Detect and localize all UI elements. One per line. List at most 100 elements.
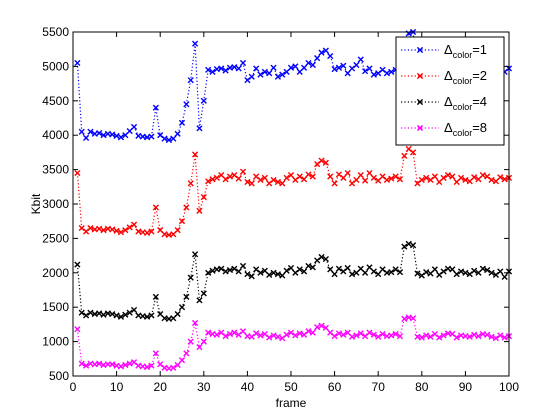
data-point [109,361,116,368]
data-point [187,274,194,281]
data-point [396,269,404,276]
data-point [471,174,478,181]
data-point [191,251,199,258]
y-tick-label: 2000 [42,266,69,280]
data-point [209,267,216,274]
data-point [340,331,347,338]
data-point [309,329,316,336]
data-point [122,361,129,369]
data-point [187,77,194,84]
data-point [497,332,504,339]
data-point [96,225,103,232]
data-point [287,172,295,179]
data-point [148,228,155,235]
data-point [209,176,216,183]
data-point [331,333,338,340]
data-point [226,266,234,274]
data-point [348,333,356,340]
data-point [501,273,508,281]
data-point [226,173,234,180]
data-point [213,174,220,181]
data-point [191,319,199,327]
data-point [309,173,316,180]
data-point [488,269,495,276]
data-point [309,264,316,271]
data-point [335,330,343,337]
data-point [331,66,338,73]
data-point [484,331,491,338]
data-point [266,334,273,341]
y-axis-label: Kbit [29,193,43,214]
series-4 [74,314,513,372]
data-point [444,172,452,179]
data-point [383,70,391,77]
data-point [318,253,325,261]
data-point [431,173,438,180]
data-point [183,101,190,108]
data-point [396,333,404,340]
data-point [292,63,299,70]
data-point [152,104,159,111]
legend-marker [416,98,424,106]
data-point [205,329,212,336]
data-point [235,65,242,72]
data-point [287,64,295,71]
data-point [314,55,321,62]
data-point [370,174,377,181]
data-point [414,270,421,277]
data-point [409,149,417,156]
data-point [405,240,412,247]
data-point [270,332,277,339]
data-point [218,265,225,272]
data-point [87,224,94,232]
data-point [335,265,343,272]
data-point [253,65,260,72]
x-tick-label: 10 [110,380,124,394]
data-point [305,59,312,67]
data-point [449,266,456,273]
y-tick-label: 2500 [42,231,69,245]
data-point [205,66,212,73]
data-point [423,174,430,181]
data-point [335,64,343,71]
legend-item: Δcolor=8 [401,120,487,138]
data-point [231,265,238,272]
data-point [379,330,386,338]
data-point [239,59,247,67]
data-point [296,266,303,273]
data-point [453,334,460,341]
data-point [392,266,399,273]
data-point [305,262,312,270]
data-point [497,174,504,181]
data-point [457,174,465,181]
data-point [427,333,434,340]
data-point [479,172,486,179]
data-point [318,322,325,329]
data-point [296,330,303,337]
data-point [283,331,290,338]
data-point [226,330,234,338]
data-point [200,338,207,345]
data-point [174,130,181,137]
data-point [466,333,473,340]
data-point [353,332,360,339]
data-point [239,328,247,335]
data-point [96,310,103,317]
data-point [144,313,151,320]
data-point [253,330,260,337]
data-point [222,176,229,183]
data-point [148,312,155,319]
data-point [87,309,94,316]
data-point [261,68,268,75]
data-point [235,175,242,182]
data-point [178,119,186,126]
data-point [148,362,155,369]
data-point [322,47,329,54]
data-point [100,132,107,139]
data-point [113,312,120,319]
x-tick-label: 20 [154,380,168,394]
data-point [383,176,391,184]
data-point [471,267,478,274]
data-point [183,293,190,300]
y-tick-label: 1500 [42,300,69,314]
